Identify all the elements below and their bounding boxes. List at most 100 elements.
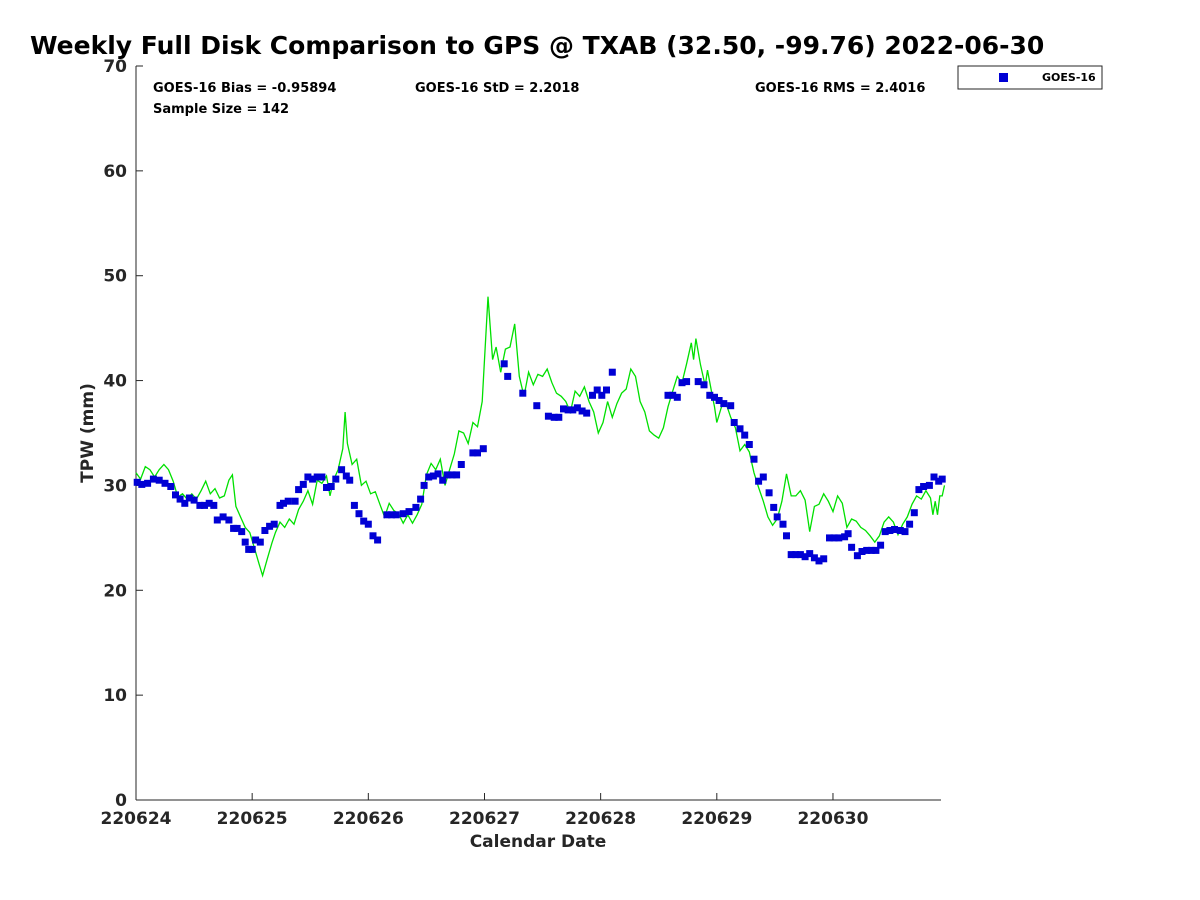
goes16-point xyxy=(213,516,221,524)
goes16-point xyxy=(412,503,420,511)
goes16-point xyxy=(233,524,241,532)
goes16-point xyxy=(172,491,179,499)
goes16-point xyxy=(550,413,558,421)
goes16-point xyxy=(238,528,246,536)
goes16-point xyxy=(906,520,914,528)
goes16-point xyxy=(598,391,606,399)
goes16-point xyxy=(291,497,299,505)
x-tick-label: 220627 xyxy=(449,809,520,829)
goes16-point xyxy=(925,481,933,489)
goes16-point xyxy=(399,510,407,518)
goes16-point xyxy=(853,552,861,560)
goes16-point xyxy=(877,541,885,549)
goes16-point xyxy=(439,476,447,484)
goes16-point xyxy=(338,466,346,474)
stat-bias: GOES-16 Bias = -0.95894 xyxy=(153,81,336,96)
y-tick-label: 20 xyxy=(103,581,127,601)
goes16-point xyxy=(266,522,274,530)
goes16-point xyxy=(434,470,442,478)
goes16-point xyxy=(863,546,871,554)
goes16-point xyxy=(167,483,175,490)
y-tick-label: 60 xyxy=(103,162,127,182)
goes16-point xyxy=(765,489,773,497)
goes16-point xyxy=(745,441,753,448)
goes16-point xyxy=(891,526,898,533)
goes16-point xyxy=(500,360,508,368)
goes16-point xyxy=(342,472,350,480)
x-tick-label: 220624 xyxy=(101,809,172,829)
x-tick-label: 220625 xyxy=(217,809,288,829)
goes16-point xyxy=(313,473,321,481)
y-tick-label: 0 xyxy=(115,791,127,811)
goes16-point xyxy=(323,484,330,491)
goes16-point xyxy=(479,445,487,453)
goes16-point xyxy=(759,473,767,481)
goes16-point xyxy=(318,473,326,481)
goes16-point xyxy=(915,486,923,494)
goes16-point xyxy=(673,393,681,401)
goes16-point xyxy=(533,402,541,410)
goes16-point xyxy=(196,501,204,509)
goes16-point xyxy=(608,368,616,376)
x-axis-ticks: 220624 220625 220626 220627 220628 220629 2206… xyxy=(101,793,869,829)
stat-rms: GOES-16 RMS = 2.4016 xyxy=(755,81,925,96)
goes16-point xyxy=(420,481,428,489)
goes16-point xyxy=(881,528,889,536)
goes16-point xyxy=(457,461,465,468)
goes16-point xyxy=(388,511,396,519)
goes16-point xyxy=(270,520,278,528)
goes16-point xyxy=(920,483,928,490)
goes16-point xyxy=(593,386,601,394)
goes16-point xyxy=(573,404,581,412)
goes16-point xyxy=(346,476,354,484)
goes16-point xyxy=(783,532,790,540)
goes16-point xyxy=(826,534,833,542)
goes16-point xyxy=(773,513,781,521)
goes16-point xyxy=(896,527,904,534)
goes16-point xyxy=(417,495,425,503)
goes16-point xyxy=(589,391,596,399)
goes16-point xyxy=(711,393,718,401)
goes16-point xyxy=(858,548,866,555)
goes16-point xyxy=(190,496,198,504)
goes16-point xyxy=(694,378,702,386)
stat-std: GOES-16 StD = 2.2018 xyxy=(415,81,579,96)
legend-label-goes16: GOES-16 xyxy=(1042,71,1096,84)
goes16-point xyxy=(603,386,610,394)
goes16-point xyxy=(280,499,287,507)
goes16-point xyxy=(453,471,461,479)
chart-title: Weekly Full Disk Comparison to GPS @ TXA… xyxy=(30,31,1044,60)
goes16-point xyxy=(750,455,758,463)
goes16-point xyxy=(181,499,189,507)
goes16-point xyxy=(392,511,400,519)
goes16-point xyxy=(801,553,809,561)
goes16-point xyxy=(544,412,552,420)
goes16-point xyxy=(519,389,527,397)
goes16-point xyxy=(578,407,586,415)
goes16-point xyxy=(872,546,880,554)
stat-sample-size: Sample Size = 142 xyxy=(153,102,289,117)
goes16-point xyxy=(360,517,368,525)
goes16-point xyxy=(133,478,141,486)
y-tick-label: 40 xyxy=(103,372,127,392)
goes16-point xyxy=(425,473,433,481)
goes16-point xyxy=(820,555,828,563)
goes16-point xyxy=(138,480,146,488)
goes16-point xyxy=(161,479,169,487)
goes16-point xyxy=(720,400,728,408)
goes16-point xyxy=(787,551,795,559)
goes16-point xyxy=(583,409,591,417)
goes16-point xyxy=(560,405,567,413)
gps-line xyxy=(135,296,946,578)
goes16-point xyxy=(185,494,193,502)
goes16-point xyxy=(715,397,723,404)
goes16-point xyxy=(504,372,512,380)
legend: GOES-16 xyxy=(957,65,1103,90)
goes16-point xyxy=(835,534,843,542)
goes16-point xyxy=(770,503,778,511)
goes16-point xyxy=(815,557,823,565)
goes16-point xyxy=(241,538,249,546)
goes16-point xyxy=(304,473,312,481)
goes16-point xyxy=(429,472,437,480)
